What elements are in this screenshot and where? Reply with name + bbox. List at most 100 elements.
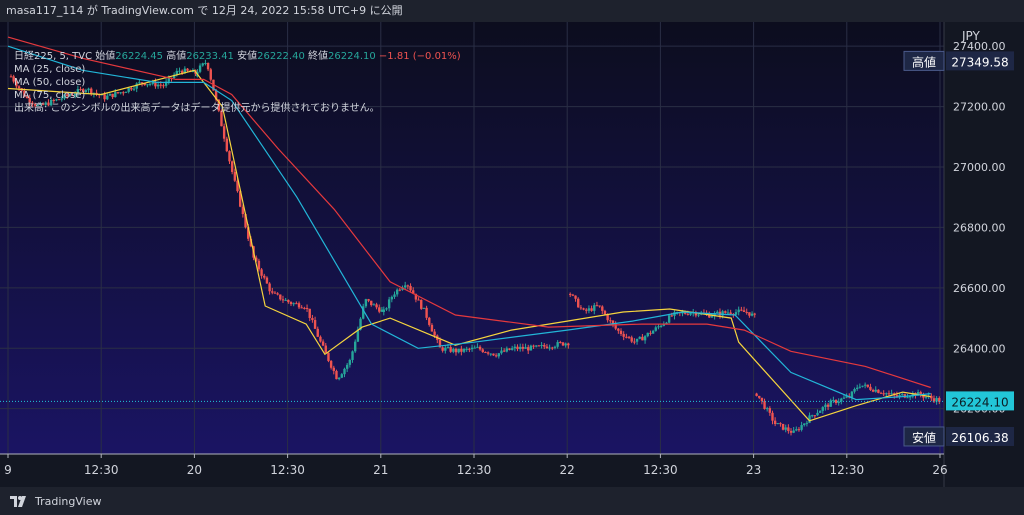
x-tick-label: 23 — [746, 463, 761, 477]
candle-body — [63, 94, 66, 99]
candle-body — [370, 300, 373, 306]
author-name[interactable]: masa117_114 — [6, 4, 84, 17]
candle-body — [781, 423, 785, 430]
candle-body — [393, 294, 396, 297]
candle-body — [473, 347, 476, 349]
candle-body — [164, 81, 168, 86]
candle-body — [375, 304, 378, 308]
candle-body — [540, 344, 543, 346]
candle-body — [840, 398, 843, 402]
candle-body — [800, 425, 803, 430]
candle-body — [108, 93, 112, 96]
candle-body — [551, 347, 554, 349]
candle-body — [387, 299, 391, 309]
candle-body — [898, 394, 901, 397]
candle-body — [465, 348, 468, 350]
candle-body — [670, 315, 674, 317]
candle-body — [885, 393, 888, 395]
last-price-tag-value: 26224.10 — [951, 395, 1008, 409]
candle-body — [518, 346, 522, 350]
close-value: 26224.10 — [328, 51, 376, 62]
candle-body — [57, 99, 61, 101]
candle-body — [930, 395, 933, 399]
candle-body — [824, 404, 827, 408]
chart-area[interactable]: JPY 27400.00 27200.00 27000.00 26800.00 26600… — [0, 22, 1024, 487]
candle-body — [228, 151, 231, 162]
candle-body — [222, 126, 226, 139]
ohlc-row: 日経225, 5, TVC 始値26224.45 高値26233.41 安値26… — [14, 50, 461, 63]
candle-body — [587, 308, 591, 311]
candle-body — [871, 389, 875, 392]
candle-body — [238, 191, 242, 207]
candle-body — [845, 396, 848, 398]
candle-body — [505, 348, 509, 352]
candle-body — [82, 89, 85, 93]
ma75-legend[interactable]: MA (75, close) — [14, 90, 86, 101]
candle-body — [529, 345, 533, 351]
candle-body — [595, 305, 599, 307]
candle-body — [430, 324, 434, 332]
candle-body — [284, 299, 287, 301]
candle-body — [484, 352, 487, 354]
candle-body — [797, 429, 801, 431]
candle-body — [159, 84, 162, 86]
candle-body — [135, 83, 138, 89]
candle-body — [694, 312, 698, 316]
candle-body — [755, 393, 758, 396]
candle-body — [593, 305, 596, 311]
footer-bar: TradingView — [0, 487, 1024, 515]
candle-body — [919, 392, 922, 396]
candle-body — [106, 95, 109, 100]
candle-body — [454, 348, 458, 353]
candle-body — [611, 320, 615, 325]
ma50-legend[interactable]: MA (50, close) — [14, 77, 86, 88]
candle-body — [810, 415, 814, 417]
candle-body — [816, 412, 819, 416]
candle-body — [114, 92, 117, 98]
candle-body — [441, 347, 444, 351]
candle-body — [585, 309, 588, 311]
site-name[interactable]: TradingView.com — [101, 4, 194, 17]
candle-body — [132, 88, 136, 90]
candle-body — [178, 70, 181, 72]
candle-body — [206, 62, 210, 70]
candle-body — [292, 303, 295, 305]
candle-body — [792, 430, 795, 433]
candle-body — [12, 76, 15, 82]
candle-body — [665, 322, 668, 324]
candle-body — [890, 393, 893, 395]
candle-body — [765, 408, 769, 410]
header-particle-ga: が — [86, 4, 98, 17]
candle-body — [763, 401, 766, 409]
candle-body — [343, 368, 346, 375]
y-tick-label: 26600.00 — [953, 282, 1006, 295]
y-tick-label: 26800.00 — [953, 221, 1006, 234]
candle-body — [362, 306, 365, 319]
candle-body — [335, 370, 338, 380]
tradingview-logo[interactable]: TradingView — [10, 495, 101, 508]
candle-body — [271, 291, 274, 293]
candle-body — [579, 307, 583, 309]
candle-body — [710, 316, 714, 318]
candle-body — [874, 389, 877, 392]
candle-body — [198, 65, 202, 72]
candle-body — [837, 401, 840, 404]
candle-body — [428, 317, 431, 325]
candle-body — [425, 307, 428, 318]
header-particle-de: で — [197, 4, 209, 17]
candle-body — [689, 312, 692, 315]
candle-body — [651, 330, 655, 334]
candle-body — [863, 384, 867, 386]
candle-body — [861, 385, 864, 387]
candle-body — [641, 336, 644, 341]
candle-body — [260, 269, 263, 276]
candle-body — [773, 420, 777, 425]
candle-body — [28, 97, 31, 103]
ma25-legend[interactable]: MA (25, close) — [14, 64, 86, 75]
candle-body — [462, 348, 466, 352]
candle-body — [935, 398, 938, 402]
candle-body — [821, 407, 824, 411]
symbol-info[interactable]: 日経225, 5, TVC — [14, 51, 93, 62]
candle-body — [60, 98, 64, 100]
